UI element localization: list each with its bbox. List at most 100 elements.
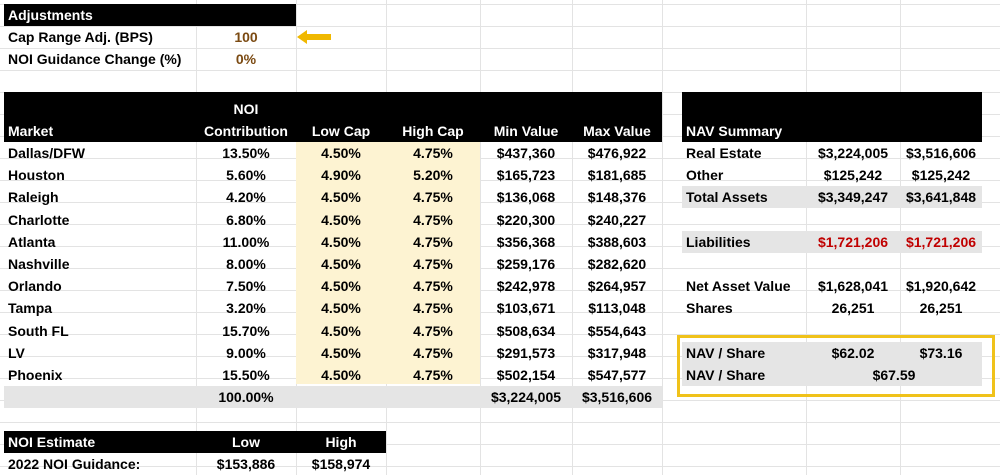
shares-high: 26,251 (919, 300, 963, 316)
low-cap: 4.50% (321, 322, 361, 339)
low-cap: 4.50% (321, 278, 361, 295)
grid-column-line (572, 0, 573, 475)
market-name: Houston (8, 167, 65, 184)
max-value: $547,577 (587, 367, 647, 383)
noi-contribution: 8.00% (226, 256, 266, 272)
net-asset-value-low: $1,628,041 (817, 278, 889, 294)
market-name: Charlotte (8, 211, 70, 228)
min-value: $437,360 (496, 145, 556, 161)
high-cap: 4.75% (413, 189, 453, 206)
high-cap: 4.75% (413, 278, 453, 295)
nav-share-background (682, 342, 982, 386)
min-value: $136,068 (496, 189, 556, 206)
net-asset-value-label: Net Asset Value (686, 278, 791, 294)
min-value: $356,368 (496, 233, 556, 250)
adjustments-title: Adjustments (8, 7, 93, 23)
market-name: LV (8, 344, 25, 361)
high-cap: 4.75% (413, 256, 453, 272)
nav-share-range-label: NAV / Share (686, 345, 766, 361)
cap-range-adj-input[interactable]: 100 (234, 29, 258, 45)
nav-summary-title: NAV Summary (686, 123, 783, 139)
noi-guidance-high: $158,974 (311, 456, 371, 472)
noi-contribution: 15.50% (222, 367, 270, 383)
high-cap: 4.75% (413, 344, 453, 361)
max-value: $148,376 (587, 189, 647, 206)
total-assets-high: $3,641,848 (905, 189, 977, 205)
noi-guidance-low: $153,886 (216, 456, 276, 472)
max-value: $317,948 (587, 344, 647, 361)
noi-contribution: 11.00% (222, 233, 270, 250)
grid-column-line (480, 0, 481, 475)
max-value: $264,957 (587, 278, 647, 295)
max-value: $388,603 (587, 233, 647, 250)
nav-share-low: $62.02 (831, 345, 875, 361)
grid-column-line (662, 0, 663, 475)
nav-summary-header-bar (682, 92, 982, 142)
cap-range-adj-label: Cap Range Adj. (BPS) (8, 29, 153, 45)
low-cap: 4.50% (321, 233, 361, 250)
col-header-noi-top: NOI (233, 101, 259, 117)
other-low: $125,242 (823, 167, 883, 183)
market-name: Tampa (8, 300, 53, 317)
nav-share-highlight-box (677, 335, 995, 397)
col-header-high-cap: High Cap (402, 123, 464, 139)
low-cap: 4.50% (321, 300, 361, 317)
market-table-header-bar (4, 92, 662, 142)
min-value: $103,671 (496, 300, 556, 317)
high-cap: 4.75% (413, 322, 453, 339)
min-value: $508,634 (496, 322, 556, 339)
min-value: $291,573 (496, 344, 556, 361)
low-cap: 4.50% (321, 189, 361, 206)
high-cap: 4.75% (413, 211, 453, 228)
high-cap: 4.75% (413, 145, 453, 161)
real-estate-low: $3,224,005 (817, 145, 889, 161)
low-cap: 4.50% (321, 256, 361, 272)
noi-contribution: 7.50% (226, 278, 266, 295)
min-value: $220,300 (496, 211, 556, 228)
min-value: $502,154 (496, 367, 556, 383)
noi-contribution: 15.70% (222, 322, 270, 339)
total-assets-background (682, 186, 982, 208)
col-header-market: Market (8, 123, 54, 139)
total-noi-contribution: 100.00% (218, 389, 274, 405)
market-name: Nashville (8, 256, 70, 272)
min-value: $242,978 (496, 278, 556, 295)
nav-share-mid-value: $67.59 (872, 367, 916, 383)
total-min-value: $3,224,005 (490, 389, 562, 405)
liabilities-low: $1,721,206 (817, 234, 889, 250)
noi-contribution: 5.60% (226, 167, 266, 184)
total-assets-label: Total Assets (686, 189, 768, 205)
cap-rate-columns-highlight (296, 142, 480, 384)
low-cap: 4.50% (321, 367, 361, 383)
high-cap: 5.20% (413, 167, 453, 184)
real-estate-high: $3,516,606 (905, 145, 977, 161)
low-cap: 4.50% (321, 145, 361, 161)
left-arrow-icon (297, 30, 331, 44)
noi-guidance-change-label: NOI Guidance Change (%) (8, 51, 182, 67)
noi-contribution: 6.80% (226, 211, 266, 228)
noi-guidance-change-input[interactable]: 0% (235, 51, 257, 67)
col-header-max-value: Max Value (583, 123, 651, 139)
market-name: Phoenix (8, 367, 63, 383)
market-name: Orlando (8, 278, 62, 295)
high-cap: 4.75% (413, 300, 453, 317)
noi-contribution: 13.50% (222, 145, 270, 161)
max-value: $554,643 (587, 322, 647, 339)
other-label: Other (686, 167, 724, 183)
market-name: Dallas/DFW (8, 145, 86, 161)
noi-estimate-high-header: High (325, 434, 357, 450)
total-assets-low: $3,349,247 (817, 189, 889, 205)
min-value: $165,723 (496, 167, 556, 184)
nav-share-mid-label: NAV / Share (686, 367, 766, 383)
max-value: $181,685 (587, 167, 647, 184)
high-cap: 4.75% (413, 233, 453, 250)
low-cap: 4.50% (321, 344, 361, 361)
max-value: $476,922 (587, 145, 647, 161)
noi-estimate-low-header: Low (232, 434, 260, 450)
market-name: Atlanta (8, 233, 56, 250)
liabilities-high: $1,721,206 (905, 234, 977, 250)
low-cap: 4.90% (321, 167, 361, 184)
noi-contribution: 3.20% (226, 300, 266, 317)
shares-label: Shares (686, 300, 733, 316)
net-asset-value-high: $1,920,642 (905, 278, 977, 294)
